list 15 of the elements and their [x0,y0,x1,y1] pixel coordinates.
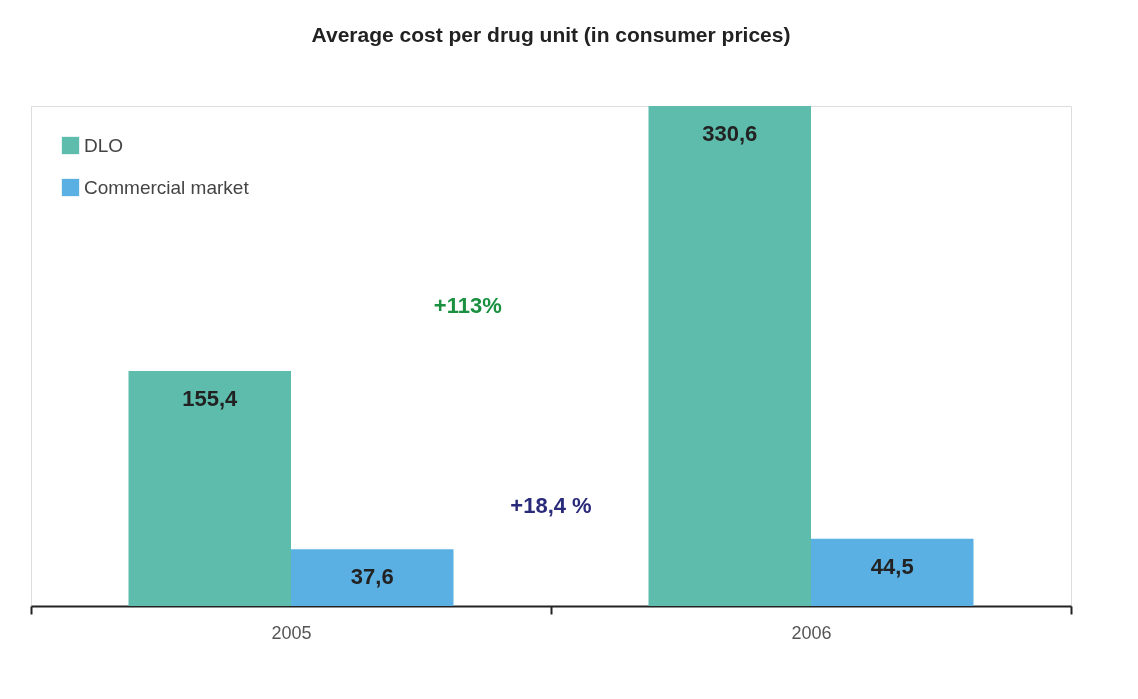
data-label: 37,6 [350,564,394,590]
bar [811,538,974,606]
x-tick-label: 2005 [271,622,312,643]
bar [128,370,291,606]
data-label: 44,5 [870,553,914,579]
annotation: +18,4 % [510,493,592,518]
x-tick-label: 2006 [791,622,832,643]
bar [291,549,454,606]
data-label: 155,4 [182,385,239,411]
legend-label: DLO [84,134,124,156]
legend-label: Commercial market [84,176,250,198]
annotation: +113% [433,293,502,318]
bar [648,106,811,606]
chart-title: Average cost per drug unit (in consumer prices) [311,23,791,46]
data-label: 330,6 [702,121,758,146]
